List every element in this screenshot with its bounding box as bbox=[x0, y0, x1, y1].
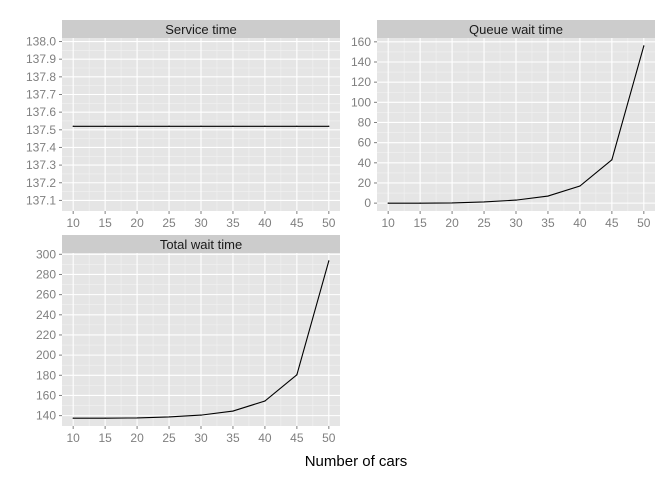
data-point bbox=[72, 125, 74, 127]
x-tick-label: 30 bbox=[194, 431, 208, 445]
data-point bbox=[296, 374, 298, 376]
x-tick-label: 50 bbox=[637, 216, 651, 230]
data-point bbox=[296, 125, 298, 127]
y-tick-label: 220 bbox=[36, 328, 56, 342]
x-tick-label: 30 bbox=[194, 216, 208, 230]
x-tick-label: 40 bbox=[258, 216, 272, 230]
data-point bbox=[483, 201, 485, 203]
data-point bbox=[168, 416, 170, 418]
data-point bbox=[515, 199, 517, 201]
y-tick-label: 100 bbox=[351, 95, 371, 109]
y-tick-label: 137.1 bbox=[26, 193, 56, 207]
strip-title: Queue wait time bbox=[469, 22, 563, 37]
x-tick-label: 35 bbox=[541, 216, 555, 230]
y-tick-label: 137.3 bbox=[26, 158, 56, 172]
data-point bbox=[168, 125, 170, 127]
x-tick-label: 30 bbox=[509, 216, 523, 230]
data-point bbox=[264, 400, 266, 402]
y-tick-label: 160 bbox=[351, 35, 371, 49]
y-tick-label: 140 bbox=[36, 409, 56, 423]
y-tick-label: 260 bbox=[36, 288, 56, 302]
y-tick-label: 137.8 bbox=[26, 70, 56, 84]
y-tick-label: 240 bbox=[36, 308, 56, 322]
y-tick-label: 160 bbox=[36, 388, 56, 402]
strip-background bbox=[62, 20, 340, 38]
y-tick-label: 80 bbox=[358, 115, 372, 129]
x-tick-label: 10 bbox=[382, 216, 396, 230]
strip-background bbox=[377, 20, 655, 38]
x-tick-label: 10 bbox=[67, 431, 81, 445]
data-point bbox=[200, 125, 202, 127]
y-tick-label: 137.7 bbox=[26, 87, 56, 101]
x-tick-label: 20 bbox=[130, 216, 144, 230]
y-tick-label: 120 bbox=[351, 75, 371, 89]
data-point bbox=[451, 202, 453, 204]
y-tick-label: 137.5 bbox=[26, 123, 56, 137]
y-tick-label: 137.2 bbox=[26, 176, 56, 190]
x-tick-label: 50 bbox=[322, 431, 336, 445]
data-point bbox=[232, 410, 234, 412]
y-tick-label: 138.0 bbox=[26, 35, 56, 49]
strip-background bbox=[62, 235, 340, 253]
data-point bbox=[579, 185, 581, 187]
data-point bbox=[136, 125, 138, 127]
y-tick-label: 137.9 bbox=[26, 52, 56, 66]
data-point bbox=[611, 159, 613, 161]
y-tick-label: 280 bbox=[36, 267, 56, 281]
data-point bbox=[200, 414, 202, 416]
y-tick-label: 40 bbox=[358, 156, 372, 170]
y-tick-label: 20 bbox=[358, 176, 372, 190]
x-tick-label: 25 bbox=[477, 216, 491, 230]
x-tick-label: 45 bbox=[290, 216, 304, 230]
y-tick-label: 300 bbox=[36, 247, 56, 261]
x-tick-label: 40 bbox=[573, 216, 587, 230]
x-tick-label: 20 bbox=[130, 431, 144, 445]
data-point bbox=[643, 45, 645, 47]
x-tick-label: 15 bbox=[98, 431, 112, 445]
x-tick-label: 10 bbox=[67, 216, 81, 230]
x-tick-label: 35 bbox=[226, 216, 240, 230]
data-point bbox=[72, 417, 74, 419]
strip-title: Total wait time bbox=[160, 237, 242, 252]
data-point bbox=[136, 417, 138, 419]
panel-2: Queue wait time 10 15 20 25 30 35 40 45 50 0 20 40 60… bbox=[351, 20, 655, 230]
data-point bbox=[328, 260, 330, 262]
x-tick-label: 45 bbox=[605, 216, 619, 230]
y-tick-label: 60 bbox=[358, 136, 372, 150]
x-axis-label: Number of cars bbox=[305, 453, 408, 470]
x-tick-label: 50 bbox=[322, 216, 336, 230]
strip-title: Service time bbox=[165, 22, 237, 37]
x-tick-label: 25 bbox=[162, 431, 176, 445]
y-tick-label: 140 bbox=[351, 55, 371, 69]
data-point bbox=[547, 195, 549, 197]
data-point bbox=[104, 125, 106, 127]
y-tick-label: 0 bbox=[364, 196, 371, 210]
x-tick-label: 15 bbox=[98, 216, 112, 230]
x-tick-label: 15 bbox=[413, 216, 427, 230]
data-point bbox=[232, 125, 234, 127]
y-tick-label: 200 bbox=[36, 348, 56, 362]
data-point bbox=[419, 202, 421, 204]
data-point bbox=[104, 417, 106, 419]
y-tick-label: 137.4 bbox=[26, 140, 56, 154]
y-tick-label: 137.6 bbox=[26, 105, 56, 119]
x-tick-label: 20 bbox=[445, 216, 459, 230]
y-tick-label: 180 bbox=[36, 368, 56, 382]
data-point bbox=[264, 125, 266, 127]
data-point bbox=[328, 125, 330, 127]
x-tick-label: 25 bbox=[162, 216, 176, 230]
x-tick-label: 45 bbox=[290, 431, 304, 445]
data-point bbox=[387, 202, 389, 204]
panel-3: Total wait time 10 15 20 25 30 35 40 45 50 140 160 1… bbox=[36, 235, 340, 445]
x-tick-label: 40 bbox=[258, 431, 272, 445]
panel-1: Service time 10 15 20 25 30 35 40 45 50 137.1 137.2… bbox=[26, 20, 340, 230]
x-tick-label: 35 bbox=[226, 431, 240, 445]
